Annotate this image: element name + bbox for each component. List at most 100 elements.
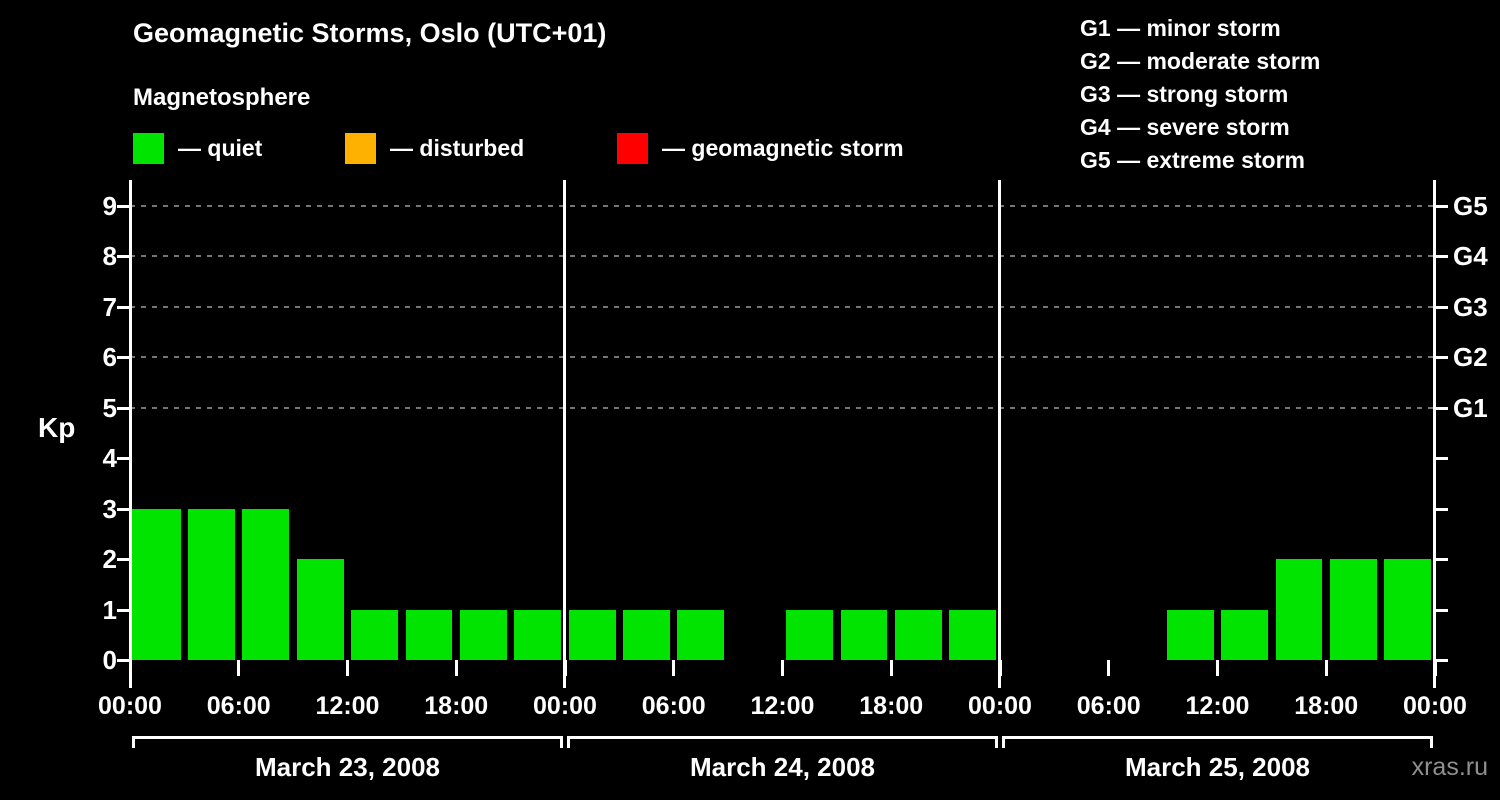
y-tick-mark-right: [1436, 659, 1448, 662]
kp-gridline-5: [130, 406, 1435, 409]
x-axis-tick-label: 06:00: [641, 692, 706, 720]
kp-gridline-8: [130, 255, 1435, 257]
y-axis-tick-label: 6: [102, 342, 117, 372]
g-axis-label-g2: G2: [1453, 342, 1488, 372]
kp-bar: [188, 508, 235, 660]
x-tick-mark: [781, 660, 784, 676]
y-tick-mark-right: [1436, 255, 1448, 258]
kp-bar: [786, 609, 834, 660]
g-axis-label-g5: G5: [1453, 190, 1488, 221]
storm-scale-line-g3: G3 — strong storm: [1080, 81, 1289, 107]
y-axis-tick-label: 8: [102, 241, 117, 271]
right-axis-line: [1433, 180, 1436, 688]
day-bracket-1: [132, 736, 563, 748]
kp-bar-partial: [132, 508, 148, 660]
y-axis-tick-label: 0: [102, 645, 117, 675]
y-tick-mark-left: [117, 406, 129, 410]
date-label-3: March 25, 2008: [1124, 752, 1310, 782]
x-axis-tick-label: 00:00: [1403, 692, 1467, 720]
kp-bar: [677, 609, 725, 660]
magnetosphere-label: Magnetosphere: [133, 84, 311, 111]
kp-bar: [1275, 559, 1323, 660]
y-axis-line: [129, 180, 132, 688]
y-axis-tick-label: 4: [102, 443, 117, 473]
kp-gridline-9: [130, 204, 1435, 207]
x-axis-tick-label: 00:00: [98, 692, 162, 720]
y-tick-mark-right: [1436, 406, 1448, 410]
y-tick-mark-right: [1436, 457, 1448, 460]
disturbed-label: — disturbed: [390, 134, 525, 161]
kp-gridline-6: [130, 356, 1435, 358]
x-tick-mark: [889, 660, 893, 676]
storm-scale-legend: G1 — minor storm G2 — moderate storm G3 …: [1080, 12, 1320, 177]
kp-bar: [894, 609, 942, 660]
x-axis-tick-label: 18:00: [424, 692, 489, 720]
x-axis-tick-label: 00:00: [533, 692, 597, 720]
legend-item-disturbed: — disturbed: [345, 131, 524, 165]
y-axis-tick-label: 7: [102, 291, 117, 322]
y-axis-title: Kp: [38, 412, 76, 443]
y-tick-mark-left: [117, 356, 129, 359]
x-tick-mark: [1433, 660, 1437, 676]
storm-scale-line-g5: G5 — extreme storm: [1080, 147, 1305, 173]
y-tick-mark-left: [117, 305, 129, 309]
kp-bar: [405, 609, 453, 660]
g-axis-label-g4: G4: [1453, 241, 1488, 271]
y-axis-tick-label: 9: [102, 190, 117, 221]
x-axis-tick-label: 18:00: [859, 692, 924, 720]
storm-color-swatch: [617, 132, 648, 164]
y-tick-mark-left: [117, 204, 129, 208]
y-axis-tick-label: 5: [102, 392, 117, 423]
y-tick-mark-left: [117, 507, 129, 511]
y-tick-mark-right: [1436, 507, 1448, 511]
storm-scale-line-g2: G2 — moderate storm: [1080, 48, 1321, 74]
date-label-2: March 24, 2008: [689, 752, 875, 782]
kp-bar: [840, 609, 888, 660]
watermark: xras.ru: [1411, 753, 1488, 781]
x-tick-mark: [1107, 660, 1111, 676]
y-tick-mark-right: [1436, 204, 1448, 208]
kp-bar: [949, 609, 997, 660]
x-tick-mark: [1324, 660, 1328, 676]
y-axis-tick-label: 1: [102, 594, 117, 625]
kp-bar: [568, 609, 616, 660]
x-axis-tick-label: 12:00: [315, 692, 380, 720]
x-axis-tick-label: 06:00: [206, 692, 271, 720]
kp-bar: [514, 609, 562, 660]
kp-gridline-7: [130, 305, 1435, 308]
y-tick-mark-left: [117, 457, 129, 460]
y-axis-tick-label: 3: [102, 493, 117, 524]
storm-label: — geomagnetic storm: [662, 134, 904, 161]
day-boundary-line: [998, 180, 1001, 688]
storm-scale-line-g4: G4 — severe storm: [1080, 114, 1290, 140]
x-tick-mark: [672, 660, 676, 676]
x-axis-tick-label: 18:00: [1294, 692, 1359, 720]
kp-bar: [242, 508, 290, 660]
legend-item-quiet: — quiet: [133, 131, 262, 165]
chart-title: Geomagnetic Storms, Oslo (UTC+01): [133, 18, 607, 48]
g-axis-label-g3: G3: [1453, 291, 1488, 322]
quiet-label: — quiet: [178, 134, 263, 161]
y-tick-mark-left: [117, 608, 129, 612]
x-tick-mark: [563, 660, 567, 676]
x-tick-mark: [346, 660, 349, 676]
x-tick-mark: [454, 660, 458, 676]
x-axis-tick-label: 00:00: [968, 692, 1032, 720]
x-tick-mark: [128, 660, 132, 676]
y-tick-mark-left: [117, 558, 129, 561]
y-axis-tick-label: 2: [102, 544, 117, 574]
day-bracket-3: [1002, 736, 1433, 748]
kp-bar: [459, 609, 507, 660]
day-bracket-2: [567, 736, 998, 748]
kp-bar: [623, 609, 670, 660]
quiet-color-swatch: [133, 132, 164, 164]
kp-bar: [296, 559, 344, 660]
y-tick-mark-right: [1436, 558, 1448, 561]
y-tick-mark-right: [1436, 608, 1448, 612]
y-tick-mark-right: [1436, 305, 1448, 309]
g-axis-label-g1: G1: [1453, 392, 1488, 423]
date-label-1: March 23, 2008: [254, 752, 440, 782]
kp-bar: [1384, 559, 1432, 660]
disturbed-color-swatch: [345, 132, 376, 164]
